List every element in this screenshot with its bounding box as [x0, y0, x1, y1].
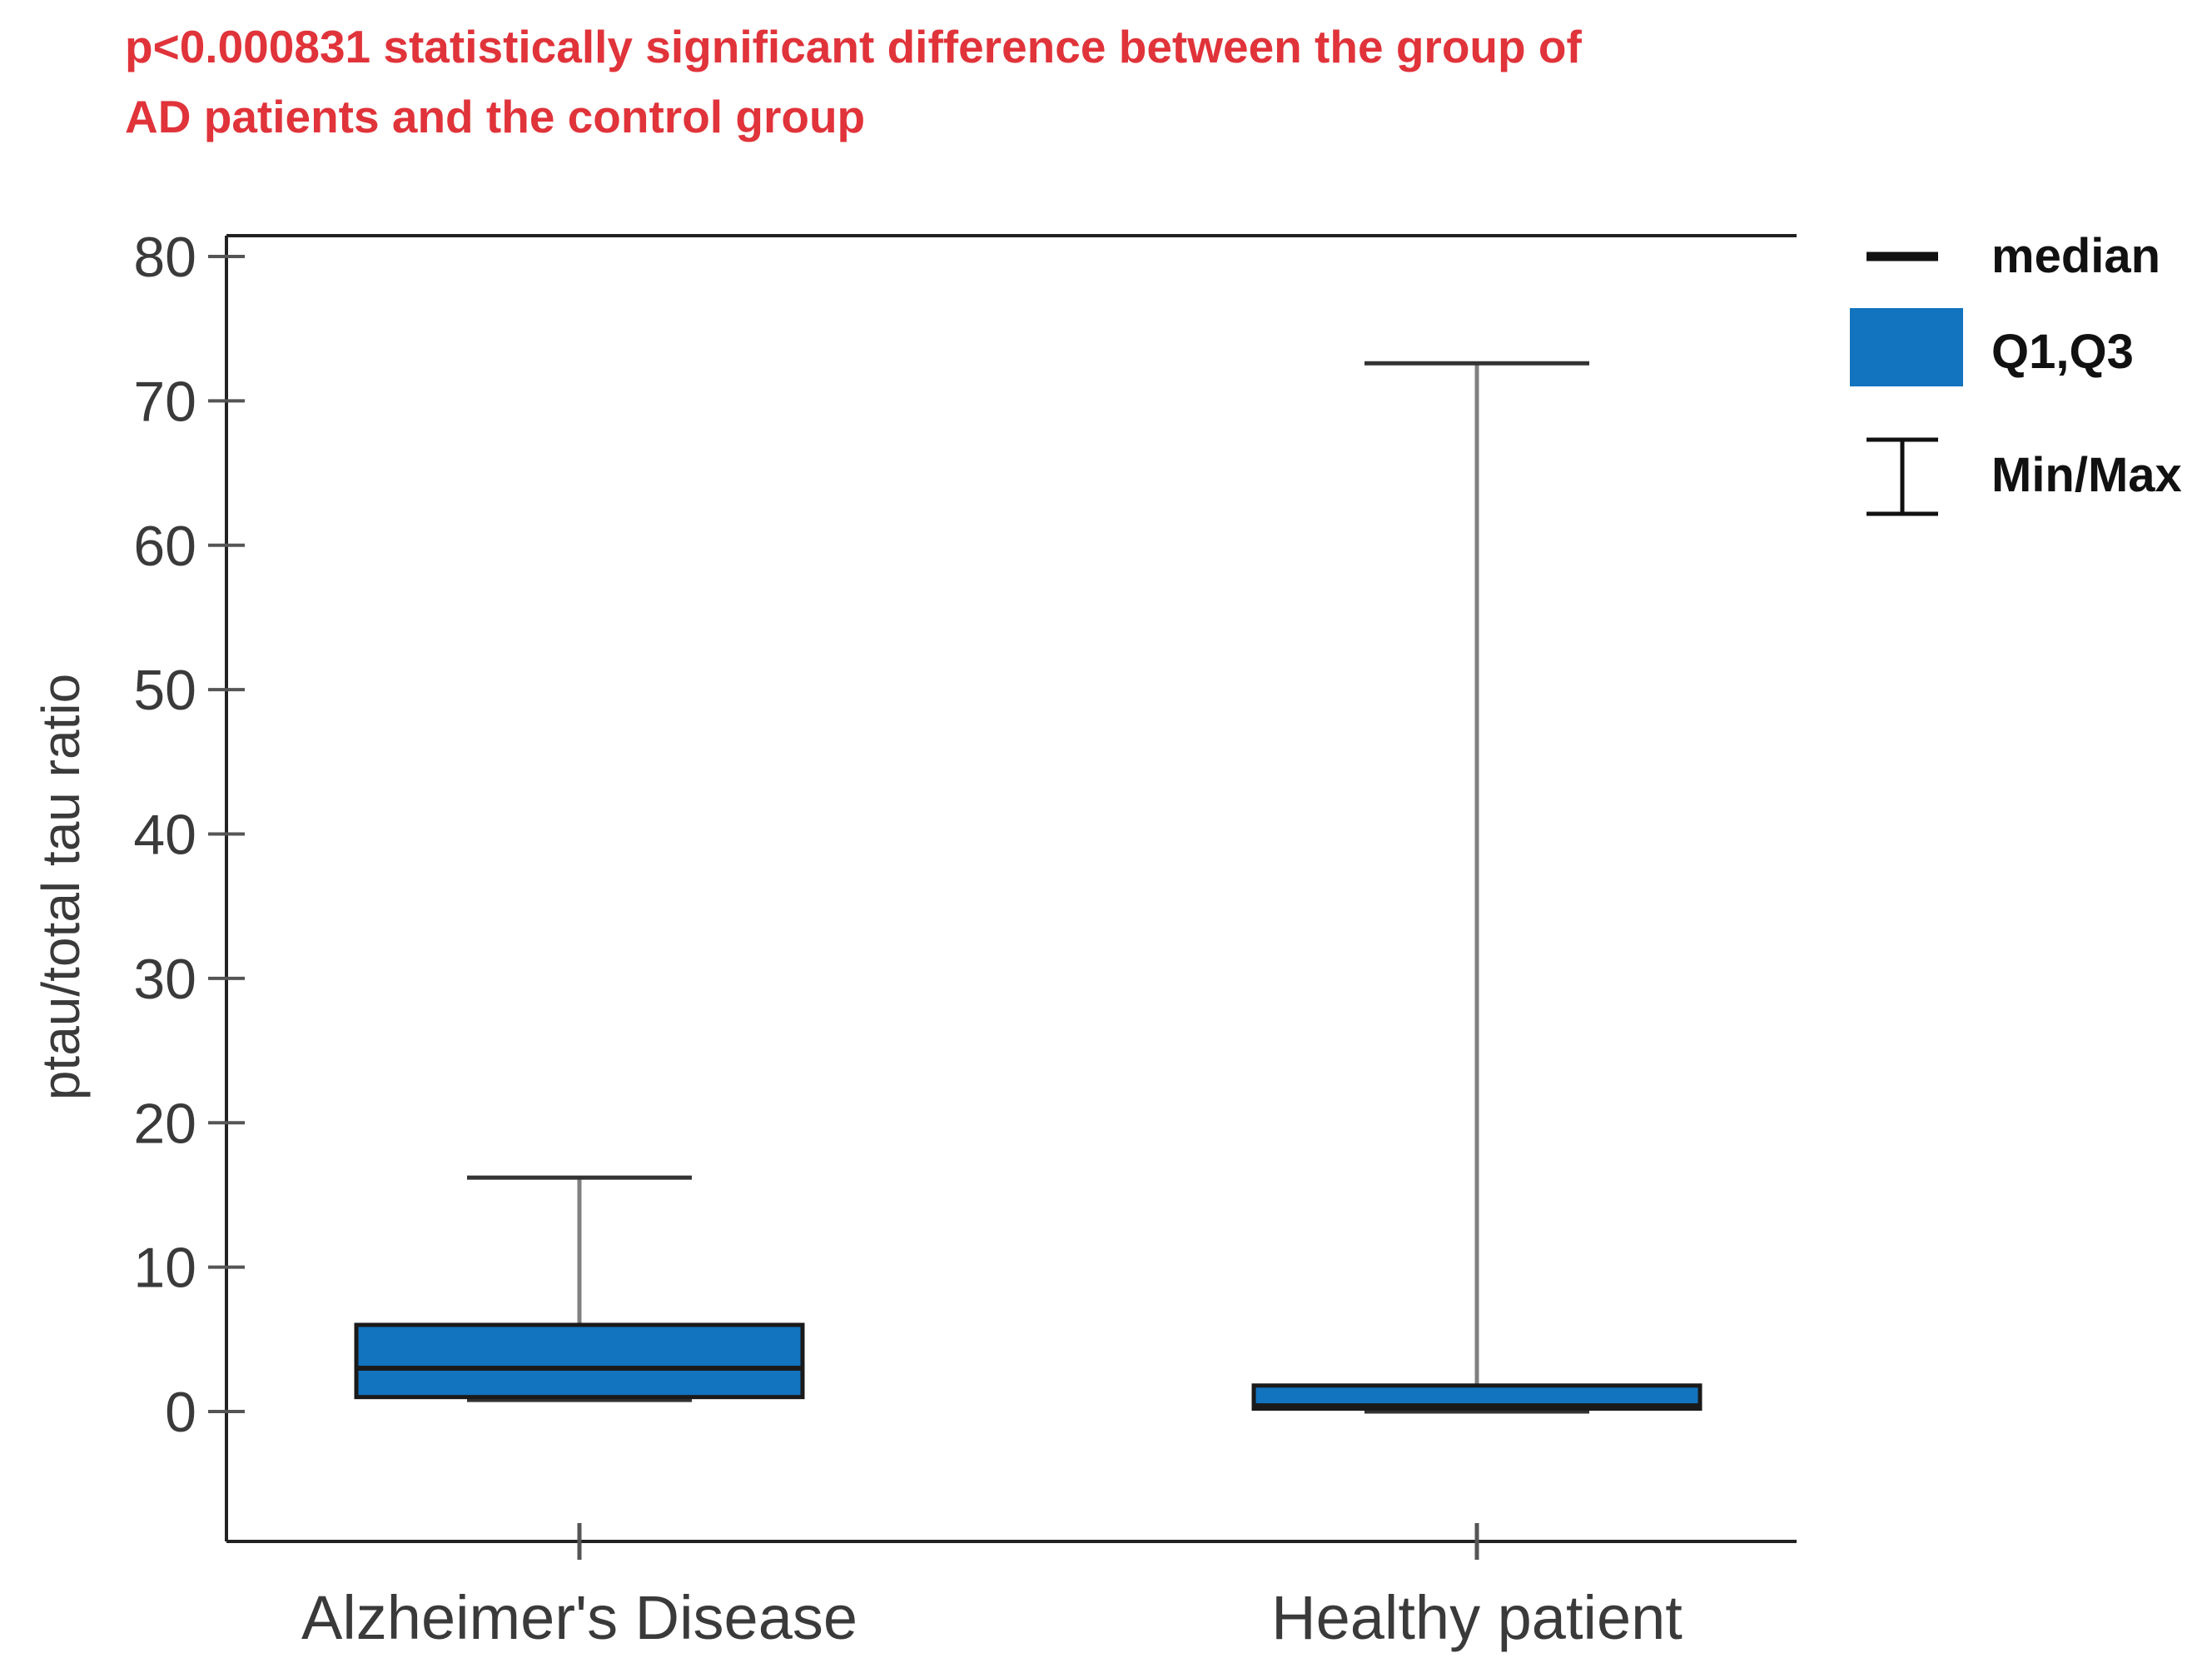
y-tick-label: 60: [133, 515, 196, 578]
legend-label: median: [1991, 229, 2160, 283]
legend-iqr-symbol: [1850, 308, 1963, 386]
annotation-line-1: p<0.000831 statistically significant dif…: [125, 21, 1582, 72]
y-tick-label: 20: [133, 1092, 196, 1155]
y-tick-label: 70: [133, 370, 196, 433]
legend-label: Q1,Q3: [1991, 325, 2134, 379]
box-healthy-patient: [1251, 361, 1702, 1414]
legend: median Q1,Q3 Min/Max: [1850, 229, 2182, 516]
x-category-label: Alzheimer's Disease: [301, 1583, 857, 1652]
category-labels: Alzheimer's Disease Healthy patient: [301, 1583, 1683, 1652]
y-tick-label: 10: [133, 1237, 196, 1300]
y-tick-label: 30: [133, 948, 196, 1011]
y-tick-label: 40: [133, 804, 196, 867]
box-alzheimers-disease: [354, 1175, 805, 1402]
axes: 0 10 20 30 40 50 60 70 80: [133, 226, 1797, 1560]
x-category-label: Healthy patient: [1271, 1583, 1683, 1652]
y-axis-title: ptau/total tau ratio: [31, 674, 91, 1100]
significance-annotation: p<0.000831 statistically significant dif…: [125, 12, 1790, 152]
y-tick-label: 0: [165, 1381, 196, 1444]
iqr-box: [354, 1322, 805, 1400]
boxes: [354, 361, 1702, 1414]
y-tick-label: 50: [133, 659, 196, 722]
y-tick-label: 80: [133, 226, 196, 289]
annotation-line-2: AD patients and the control group: [125, 91, 866, 142]
legend-label: Min/Max: [1991, 448, 2182, 502]
